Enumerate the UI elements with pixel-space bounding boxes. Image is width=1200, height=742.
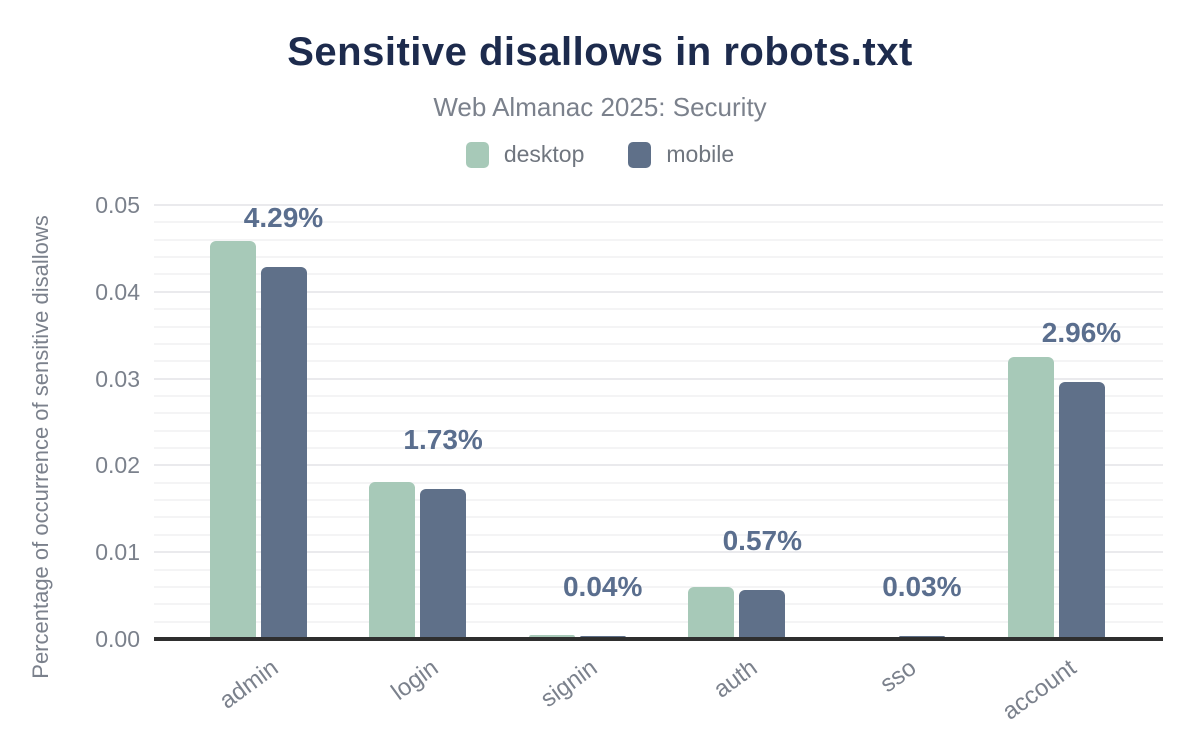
x-axis-line	[154, 637, 1163, 641]
gridline-major	[154, 204, 1163, 206]
gridline-minor	[154, 342, 1163, 345]
gridline-minor	[154, 447, 1163, 450]
gridline-minor	[154, 221, 1163, 224]
gridline-minor	[154, 412, 1163, 415]
bar-auth-mobile[interactable]	[739, 589, 786, 639]
chart-subtitle: Web Almanac 2025: Security	[433, 92, 767, 122]
bar-account-mobile[interactable]	[1058, 382, 1105, 639]
gridline-major	[154, 377, 1163, 380]
y-tick-label: 0.01	[95, 539, 140, 566]
gridline-minor	[154, 394, 1163, 397]
bar-auth-desktop[interactable]	[688, 586, 735, 639]
gridline-major	[154, 464, 1163, 467]
legend-label-mobile: mobile	[666, 141, 735, 167]
gridline-major	[154, 290, 1163, 293]
y-axis-title: Percentage of occurrence of sensitive di…	[28, 215, 53, 679]
gridline-minor	[154, 273, 1163, 276]
bar-account-desktop[interactable]	[1007, 356, 1054, 639]
gridline-minor	[154, 603, 1163, 606]
chart-title: Sensitive disallows in robots.txt	[287, 30, 913, 74]
bar-login-desktop[interactable]	[369, 481, 416, 639]
gridline-minor	[154, 568, 1163, 571]
gridline-minor	[154, 585, 1163, 588]
bar-admin-desktop[interactable]	[209, 240, 256, 639]
y-tick-label: 0.04	[95, 278, 140, 305]
gridline-minor	[154, 499, 1163, 502]
value-label-signin: 0.04%	[562, 570, 643, 602]
value-label-sso: 0.03%	[882, 571, 962, 603]
gridline-minor	[154, 620, 1163, 623]
bar-admin-mobile[interactable]	[260, 266, 307, 639]
gridline-minor	[154, 481, 1163, 484]
x-tick-label-account: account	[997, 654, 1082, 726]
legend-label-desktop: desktop	[503, 141, 585, 167]
legend-swatch-desktop	[465, 141, 489, 168]
gridline-minor	[154, 238, 1163, 241]
value-label-auth: 0.57%	[722, 524, 802, 556]
x-tick-label-login: login	[385, 654, 443, 706]
y-tick-label: 0.05	[95, 192, 140, 218]
y-tick-label: 0.00	[95, 626, 140, 652]
gridline-minor	[154, 360, 1163, 363]
x-tick-label-sso: sso	[875, 654, 922, 698]
gridline-minor	[154, 256, 1163, 259]
bar-signin-desktop[interactable]	[528, 634, 575, 639]
x-tick-label-admin: admin	[214, 654, 284, 715]
x-tick-label-signin: signin	[535, 654, 603, 713]
gridline-minor	[154, 533, 1163, 536]
gridline-minor	[154, 516, 1163, 519]
gridline-minor	[154, 325, 1163, 328]
legend-item-desktop[interactable]: desktop	[465, 141, 585, 168]
gridline-minor	[154, 429, 1163, 432]
x-tick-label-auth: auth	[708, 654, 763, 704]
value-label-admin: 4.29%	[243, 201, 324, 233]
y-tick-label: 0.02	[95, 452, 140, 479]
legend-item-mobile[interactable]: mobile	[628, 141, 734, 168]
y-tick-label: 0.03	[95, 365, 140, 392]
legend-swatch-mobile	[628, 141, 652, 168]
gridline-minor	[154, 308, 1163, 311]
gridline-major	[154, 551, 1163, 554]
value-label-account: 2.96%	[1041, 317, 1122, 349]
bar-login-mobile[interactable]	[420, 488, 467, 639]
legend: desktop mobile	[0, 141, 1200, 168]
value-label-login: 1.73%	[403, 423, 483, 455]
